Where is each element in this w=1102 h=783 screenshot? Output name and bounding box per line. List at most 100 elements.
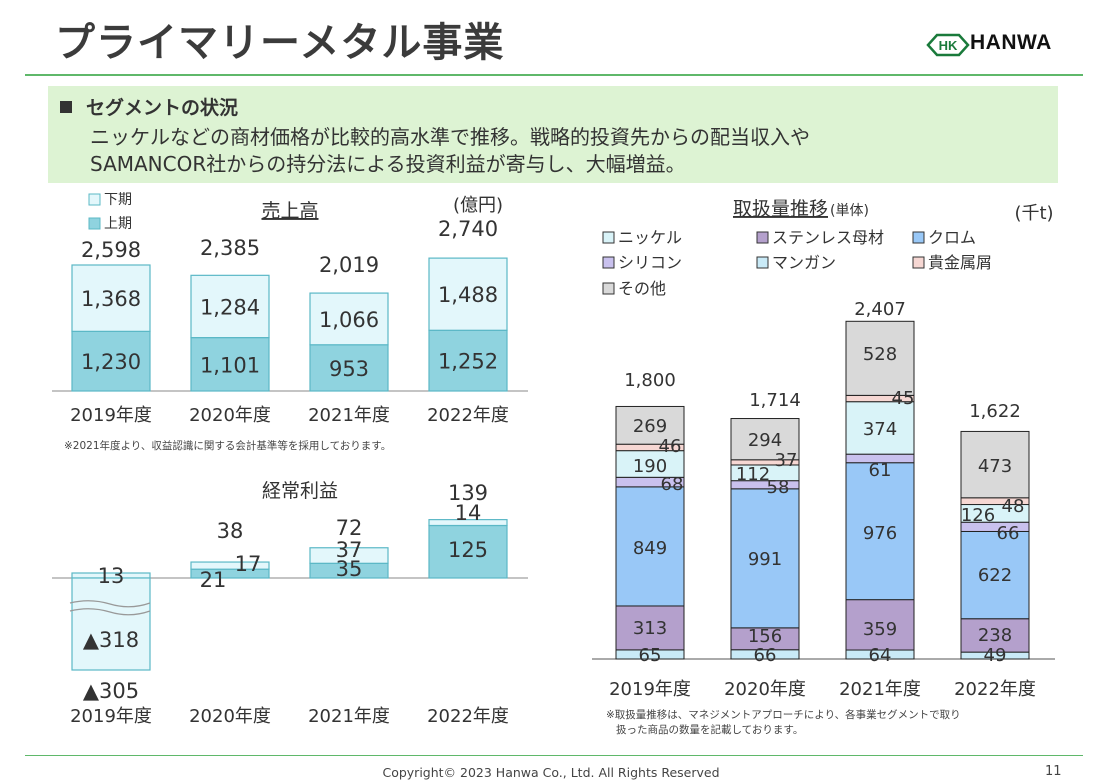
volume-segment-label-nickel: 112 (736, 464, 770, 485)
profit-x-tick-label: 2021年度 (308, 706, 390, 727)
volume-chart-title-note: (単体) (830, 203, 869, 219)
volume-segment-label-other: 294 (748, 430, 782, 451)
volume-total-label: 1,714 (749, 390, 801, 411)
volume-total-label: 2,407 (854, 299, 906, 320)
volume-segment-label-other: 269 (633, 416, 667, 437)
legend-swatch-other (602, 282, 615, 295)
volume-x-tick-label: 2021年度 (839, 679, 921, 700)
profit-x-tick-label: 2022年度 (427, 706, 509, 727)
sales-x-tick-label: 2021年度 (308, 405, 390, 426)
volume-segment-label-silicon: 58 (767, 477, 790, 498)
legend-label-stainless: ステンレス母材 (772, 228, 884, 247)
legend-second-half-swatch (88, 193, 101, 206)
legend-swatch-precious-scrap (912, 256, 925, 269)
volume-total-label: 1,800 (624, 370, 676, 391)
volume-segment-label-nickel: 374 (863, 419, 897, 440)
profit-bar-first-half-negative (71, 577, 151, 671)
sales-second-half-label: 1,066 (319, 308, 379, 332)
sales-total-label: 2,019 (319, 253, 379, 277)
sales-bar-first-half (309, 344, 389, 392)
volume-segment-label-stainless: 156 (748, 626, 782, 647)
volume-segment-label-stainless: 238 (978, 625, 1012, 646)
sales-first-half-label: 1,252 (438, 350, 498, 374)
volume-segment-chrome (615, 486, 685, 607)
volume-segment-label-precious-scrap: 46 (659, 436, 682, 457)
legend-label-chrome: クロム (928, 228, 976, 247)
profit-second-half-label: 14 (455, 501, 482, 525)
volume-segment-label-silicon: 61 (869, 460, 892, 481)
sales-chart-title: 売上高 (261, 200, 318, 222)
sales-unit-label: (億円) (453, 195, 503, 216)
volume-segment-label-other: 528 (863, 344, 897, 365)
volume-segment-label-chrome: 622 (978, 565, 1012, 586)
hanwa-logo: HK HANWA (925, 30, 1075, 60)
legend-label-manganese: マンガン (772, 253, 836, 272)
volume-segment-label-nickel: 190 (633, 456, 667, 477)
profit-total-label: ▲305 (83, 679, 139, 703)
volume-segment-stainless (615, 605, 685, 651)
volume-segment-chrome (730, 488, 800, 629)
sales-x-tick-label: 2022年度 (427, 405, 509, 426)
legend-swatch-manganese (756, 256, 769, 269)
sales-first-half-label: 1,230 (81, 350, 141, 374)
sales-first-half-label: 1,101 (200, 353, 260, 377)
volume-note-line-2: 扱った商品の数量を記載しております。 (616, 724, 804, 736)
sales-bar-first-half (71, 330, 151, 392)
sales-second-half-label: 1,368 (81, 287, 141, 311)
volume-segment-nickel (615, 450, 685, 478)
profit-bar-first-half (428, 524, 508, 579)
volume-x-tick-label: 2022年度 (954, 679, 1036, 700)
summary-line-2: SAMANCOR社からの持分法による投資利益が寄与し、大幅増益。 (90, 152, 686, 176)
summary-line-1: ニッケルなどの商材価格が比較的高水準で推移。戦略的投資先からの配当収入や (90, 125, 810, 149)
sales-x-tick-label: 2020年度 (189, 405, 271, 426)
profit-chart-title: 経常利益 (262, 480, 338, 502)
sales-second-half-label: 1,284 (200, 295, 260, 319)
volume-segment-stainless (960, 618, 1030, 653)
summary-heading: セグメントの状況 (60, 93, 238, 120)
legend-swatch-nickel (602, 231, 615, 244)
sales-bar-first-half (428, 329, 508, 392)
page-title: プライマリーメタル事業 (55, 20, 505, 66)
volume-note-line-1: ※取扱量推移は、マネジメントアプローチにより、各事業セグメントで取り (606, 709, 961, 721)
volume-segment-label-silicon: 66 (997, 523, 1020, 544)
legend-first-half-swatch (88, 217, 101, 230)
sales-first-half-label: 953 (329, 357, 369, 381)
logo-text: HANWA (970, 31, 1052, 54)
legend-label-silicon: シリコン (618, 253, 682, 272)
volume-segment-stainless (845, 599, 915, 651)
axis-break-icon (69, 600, 151, 616)
volume-segment-label-other: 473 (978, 456, 1012, 477)
volume-segment-label-stainless: 359 (863, 619, 897, 640)
sales-bar-second-half (71, 264, 151, 332)
sales-bar-second-half (190, 274, 270, 339)
sales-bar-second-half (309, 292, 389, 346)
volume-segment-other (845, 320, 915, 396)
volume-x-tick-label: 2020年度 (724, 679, 806, 700)
profit-first-half-label: 125 (448, 538, 488, 562)
volume-segment-label-silicon: 68 (661, 474, 684, 495)
volume-segment-label-stainless: 313 (633, 618, 667, 639)
profit-first-half-label: ▲318 (83, 628, 139, 652)
profit-total-label: 38 (217, 519, 244, 543)
volume-segment-other (960, 430, 1030, 499)
profit-first-half-label: 35 (336, 557, 363, 581)
volume-x-tick-label: 2019年度 (609, 679, 691, 700)
sales-x-tick-label: 2019年度 (70, 405, 152, 426)
volume-segment-label-manganese: 49 (984, 645, 1007, 666)
footer-rule (25, 755, 1083, 756)
title-rule (25, 74, 1083, 76)
volume-segment-other (615, 405, 685, 445)
legend-label-precious-scrap: 貴金属屑 (928, 253, 992, 272)
profit-bar-second-half (428, 519, 508, 527)
volume-segment-label-manganese: 66 (754, 645, 777, 666)
volume-segment-chrome (845, 462, 915, 601)
volume-segment-label-chrome: 976 (863, 523, 897, 544)
volume-segment-label-precious-scrap: 37 (775, 450, 798, 471)
volume-segment-label-manganese: 65 (639, 645, 662, 666)
square-bullet-icon (60, 101, 72, 113)
segment-summary-box: セグメントの状況 ニッケルなどの商材価格が比較的高水準で推移。戦略的投資先からの… (48, 86, 1058, 183)
profit-second-half-label: 17 (235, 552, 262, 576)
legend-swatch-silicon (602, 256, 615, 269)
sales-total-label: 2,740 (438, 217, 498, 241)
